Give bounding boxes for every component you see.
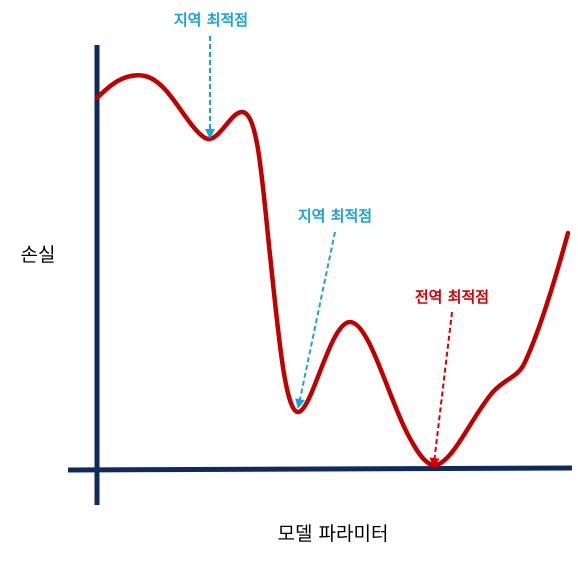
local-min-2-arrow	[295, 231, 336, 409]
x-axis-label: 모델 파라미터	[278, 523, 389, 545]
local-min-1-label: 지역 최적점	[174, 11, 248, 29]
loss-curve	[94, 73, 571, 468]
y-axis-label: 손실	[21, 244, 56, 266]
global-min-arrow	[429, 311, 453, 468]
local-min-2-label: 지역 최적점	[298, 207, 372, 225]
x-axis-line	[67, 465, 573, 473]
global-min-label: 전역 최적점	[415, 288, 489, 306]
